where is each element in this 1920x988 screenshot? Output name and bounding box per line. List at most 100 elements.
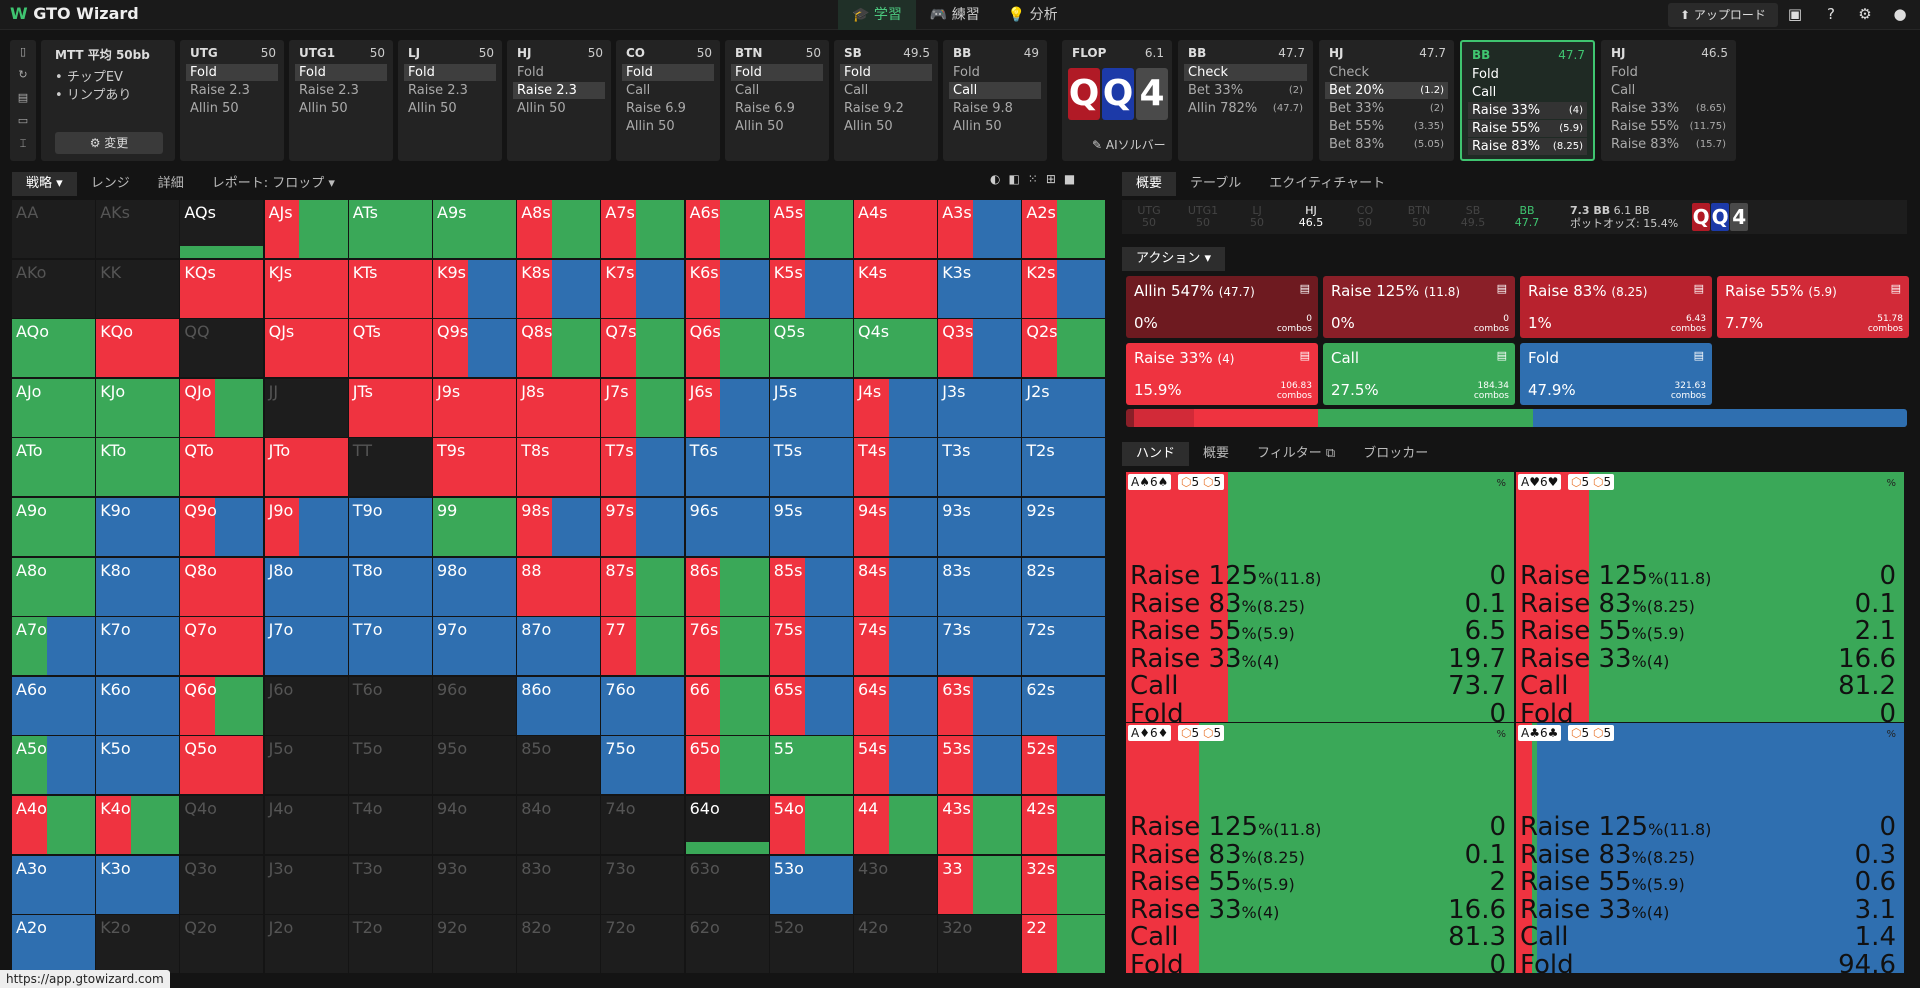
range-cell[interactable]: Q4s — [854, 319, 937, 378]
posbar-item[interactable]: BTN 50 — [1392, 205, 1446, 229]
hand-card[interactable]: A♦6♦ ⬡5 ⬡5% Raise 125%(11.8) 0 Raise 83%(8.2… — [1126, 723, 1514, 979]
action-option[interactable]: Fold — [622, 64, 714, 81]
help-icon[interactable]: ? — [1827, 5, 1835, 23]
details-icon[interactable]: ▤ — [1890, 282, 1901, 295]
range-cell[interactable]: 94s — [854, 498, 937, 556]
action-option[interactable]: Bet 83% (5.05) — [1325, 136, 1448, 153]
range-cell[interactable]: T6s — [685, 438, 769, 497]
tool-icons[interactable]: ▯ ↻ ▤ ▭ ⌶ — [17, 45, 29, 150]
position-card[interactable]: BTN 50 Fold Call Raise 6.9 Allin 50 — [725, 40, 829, 161]
range-cell[interactable]: 92s — [1022, 498, 1106, 556]
range-cell[interactable]: Q5s — [769, 319, 853, 378]
details-icon[interactable]: ▤ — [1299, 282, 1310, 295]
details-icon[interactable]: ▤ — [1496, 282, 1507, 295]
action-box[interactable]: Raise 33% (4) 15.9% 106.83 combos ▤ — [1126, 343, 1318, 405]
action-option[interactable]: Call — [949, 82, 1041, 99]
posbar-item[interactable]: UTG1 50 — [1176, 205, 1230, 229]
details-icon[interactable]: ▤ — [1693, 349, 1704, 362]
range-cell[interactable]: A8s — [517, 200, 601, 258]
action-option[interactable]: Raise 55% (11.75) — [1607, 118, 1730, 135]
range-cell[interactable]: JTs — [348, 378, 432, 437]
range-cell[interactable]: K6o — [96, 676, 180, 735]
action-option[interactable]: Raise 9.2 — [844, 101, 904, 116]
range-cell[interactable]: A3s — [938, 200, 1022, 258]
range-cell[interactable]: 54o — [769, 796, 853, 854]
tab-overview[interactable]: 概要 — [1122, 172, 1177, 196]
range-cell[interactable]: 99 — [433, 498, 516, 556]
tab-equity-chart[interactable]: エクイティチャート — [1269, 176, 1386, 191]
range-cell[interactable]: 73o — [601, 855, 685, 914]
range-cell[interactable]: Q5o — [180, 736, 264, 795]
range-cell[interactable]: ATo — [12, 438, 95, 497]
range-cell[interactable]: 72o — [601, 915, 685, 974]
range-cell[interactable]: 54s — [854, 736, 937, 795]
range-cell[interactable]: 44 — [854, 796, 937, 854]
range-cell[interactable]: 75o — [601, 736, 685, 795]
view-toggle-icons[interactable]: ◐◧⁙⊞■ — [990, 172, 1084, 186]
range-cell[interactable]: K5s — [769, 259, 853, 318]
range-cell[interactable]: 74s — [854, 617, 937, 676]
range-cell[interactable]: 74o — [601, 796, 685, 854]
range-cell[interactable]: 66 — [685, 676, 769, 735]
range-cell[interactable]: QJs — [264, 319, 348, 378]
action-option[interactable]: Fold — [953, 65, 980, 80]
range-cell[interactable]: J4s — [854, 378, 937, 437]
actions-dropdown[interactable]: アクション ▾ — [1122, 247, 1226, 271]
range-cell[interactable]: 65s — [769, 676, 853, 735]
range-cell[interactable]: J7s — [601, 378, 685, 437]
postflop-card[interactable]: HJ 46.5 Fold Call Raise 33% (8.65) Raise 55% (1… — [1601, 40, 1736, 161]
postflop-card[interactable]: HJ 47.7 Check Bet 20% (1.2) Bet 33% (2) Bet 55%… — [1319, 40, 1454, 161]
range-cell[interactable]: T3s — [938, 438, 1022, 497]
action-box[interactable]: Allin 547% (47.7) 0% 0 combos ▤ — [1126, 276, 1318, 338]
range-cell[interactable]: 42s — [1022, 796, 1106, 854]
range-cell[interactable]: 98s — [517, 498, 601, 556]
range-cell[interactable]: 84s — [854, 557, 937, 616]
range-cell[interactable]: K5o — [96, 736, 180, 795]
action-option[interactable]: Fold — [731, 64, 823, 81]
range-cell[interactable]: K8s — [517, 259, 601, 318]
range-cell[interactable]: 62o — [685, 915, 769, 974]
range-cell[interactable]: J5o — [264, 736, 348, 795]
range-cell[interactable]: A5o — [12, 736, 95, 795]
range-cell[interactable]: K3o — [96, 855, 180, 914]
range-cell[interactable]: JJ — [264, 378, 348, 437]
action-option[interactable]: Check — [1325, 64, 1448, 81]
range-cell[interactable]: 63s — [938, 676, 1022, 735]
range-cell[interactable]: 93s — [938, 498, 1022, 556]
range-cell[interactable]: 86s — [685, 557, 769, 616]
range-cell[interactable]: A6o — [12, 676, 95, 735]
range-cell[interactable]: K7o — [96, 617, 180, 676]
range-cell[interactable]: QTo — [180, 438, 264, 497]
position-card[interactable]: HJ 50 Fold Raise 2.3 Allin 50 — [507, 40, 611, 161]
range-cell[interactable]: AQs — [180, 200, 264, 258]
action-option[interactable]: Call — [735, 83, 760, 98]
range-cell[interactable]: 94o — [433, 796, 516, 854]
details-icon[interactable]: ▤ — [1496, 349, 1507, 362]
range-cell[interactable]: 53o — [769, 855, 853, 914]
tab-detail[interactable]: 詳細 — [157, 176, 184, 191]
range-cell[interactable]: 22 — [1022, 915, 1106, 974]
range-cell[interactable]: AKs — [96, 200, 180, 258]
range-cell[interactable]: 95s — [769, 498, 853, 556]
range-cell[interactable]: AJo — [12, 378, 95, 437]
range-cell[interactable]: A7s — [601, 200, 685, 258]
range-cell[interactable]: K8o — [96, 557, 180, 616]
range-cell[interactable]: K2o — [96, 915, 180, 974]
range-cell[interactable]: T9s — [433, 438, 516, 497]
range-cell[interactable]: KJo — [96, 378, 180, 437]
range-cell[interactable]: 42o — [854, 915, 937, 974]
range-cell[interactable]: Q7o — [180, 617, 264, 676]
range-cell[interactable]: TT — [348, 438, 432, 497]
range-cell[interactable]: 83o — [517, 855, 601, 914]
range-cell[interactable]: 72s — [1022, 617, 1106, 676]
posbar-item[interactable]: UTG 50 — [1122, 205, 1176, 229]
range-cell[interactable]: 73s — [938, 617, 1022, 676]
range-cell[interactable]: T5s — [769, 438, 853, 497]
range-cell[interactable]: 32s — [1022, 855, 1106, 914]
range-cell[interactable]: 97s — [601, 498, 685, 556]
action-option[interactable]: Raise 2.3 — [299, 83, 359, 98]
range-cell[interactable]: AJs — [264, 200, 348, 258]
posbar-item[interactable]: CO 50 — [1338, 205, 1392, 229]
hand-card[interactable]: A♣6♣ ⬡5 ⬡5% Raise 125%(11.8) 0 Raise 83%(8.2… — [1516, 723, 1904, 979]
action-option[interactable]: Bet 20% (1.2) — [1325, 82, 1448, 99]
